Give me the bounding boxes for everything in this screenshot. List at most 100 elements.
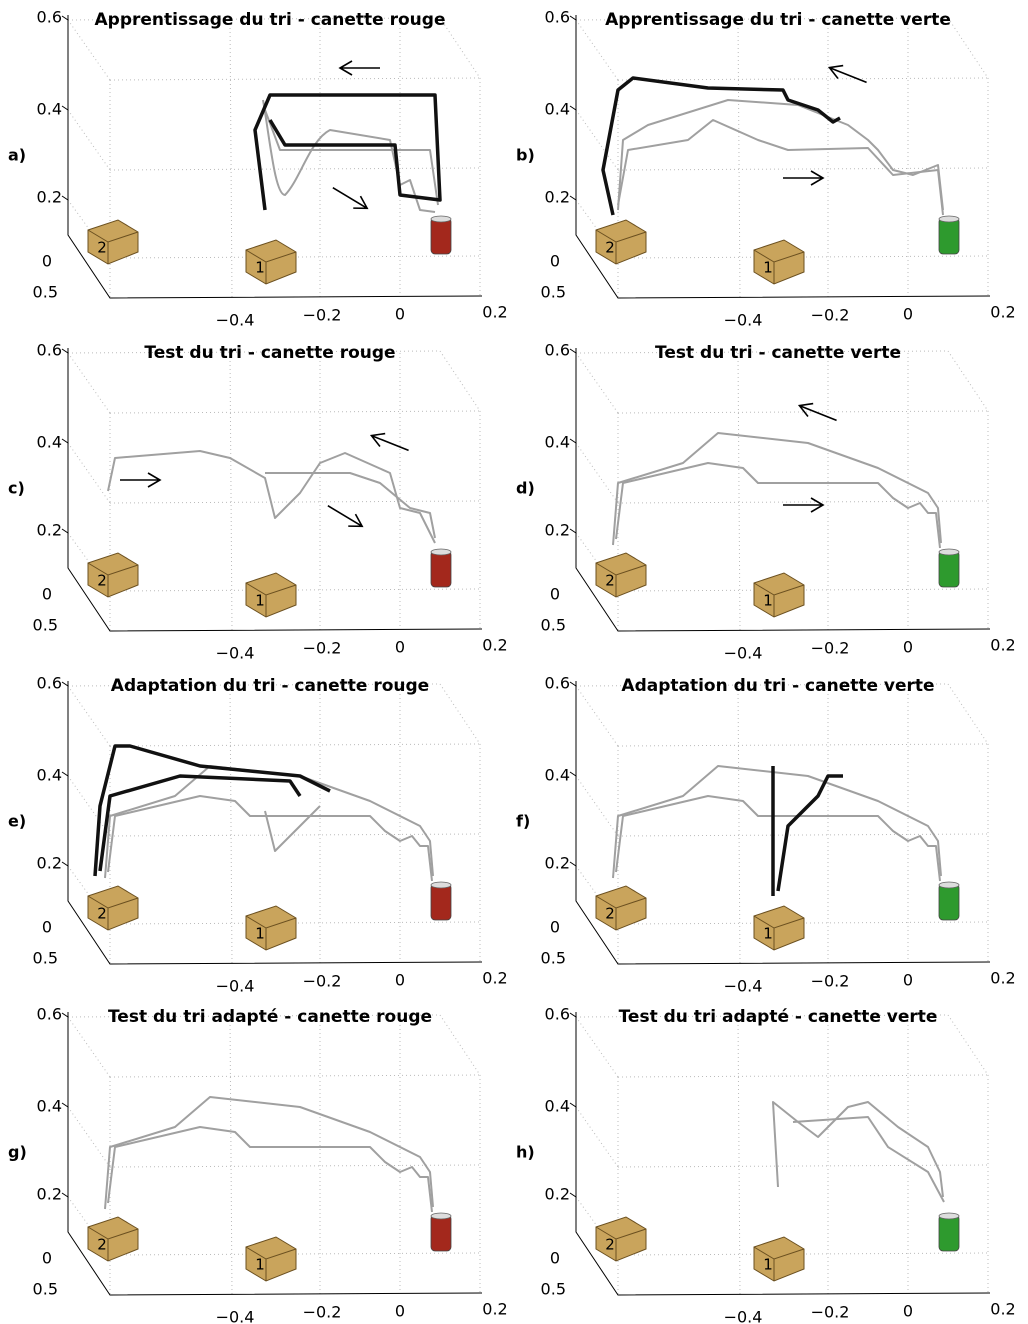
x-tick-label: 0 bbox=[395, 971, 405, 990]
tick bbox=[569, 771, 577, 777]
grid-line bbox=[67, 775, 111, 837]
z-tick-label: 0.4 bbox=[545, 1097, 570, 1116]
trajectory bbox=[104, 1096, 434, 1210]
z-tick-label: 0.6 bbox=[37, 1005, 62, 1024]
tick bbox=[569, 681, 577, 687]
trajectory bbox=[264, 805, 321, 852]
box-label: 2 bbox=[605, 1236, 615, 1254]
z-tick-label: 0.6 bbox=[37, 8, 62, 27]
z-tick-label: 0.2 bbox=[37, 1185, 62, 1204]
trajectory bbox=[107, 1126, 433, 1213]
tick bbox=[61, 348, 69, 354]
z-tick-label: 0.4 bbox=[545, 766, 570, 785]
arrow bbox=[827, 64, 867, 84]
x-tick-label: 0.2 bbox=[990, 303, 1015, 322]
box-flap bbox=[87, 562, 139, 597]
y-tick-label: 0 bbox=[42, 1249, 52, 1268]
tick bbox=[61, 771, 69, 777]
panel-title: Adaptation du tri - canette rouge bbox=[111, 676, 429, 696]
x-tick-label: 0.2 bbox=[990, 969, 1015, 988]
grid-line bbox=[67, 19, 111, 81]
tick bbox=[569, 1102, 577, 1108]
trajectory-learning bbox=[776, 774, 843, 892]
grid-line bbox=[617, 743, 989, 747]
grid-line bbox=[617, 255, 989, 259]
can-top bbox=[938, 1212, 960, 1220]
x-tick-label: −0.2 bbox=[303, 972, 342, 991]
tick bbox=[569, 1192, 577, 1198]
x-tick-label: −0.2 bbox=[811, 306, 850, 325]
grid-line bbox=[439, 1014, 481, 1076]
box bbox=[87, 885, 139, 931]
y-tick-label: 0.5 bbox=[541, 283, 566, 302]
panel: Test du tri adapté - canette verte h) 0.6 0… bbox=[516, 1005, 1016, 1324]
box-flap bbox=[595, 1226, 647, 1261]
can-top bbox=[430, 548, 452, 556]
z-tick-label: 0.2 bbox=[545, 854, 570, 873]
grid-line bbox=[947, 1014, 989, 1076]
panel-letter: f) bbox=[516, 812, 530, 831]
y-tick-label: 0.5 bbox=[33, 283, 58, 302]
tick bbox=[569, 15, 577, 21]
panel-letter: h) bbox=[516, 1143, 535, 1162]
grid-line bbox=[109, 500, 481, 504]
panel: Adaptation du tri - canette verte f) 0.6 0.… bbox=[516, 674, 1016, 996]
axes bbox=[67, 15, 483, 299]
x-tick-label: −0.2 bbox=[303, 1303, 342, 1322]
axes bbox=[575, 348, 991, 632]
y-tick-label: 0 bbox=[550, 252, 560, 271]
grid-line bbox=[737, 19, 741, 299]
grid-line bbox=[617, 1164, 989, 1168]
box bbox=[87, 219, 139, 265]
panel-letter: a) bbox=[8, 146, 26, 165]
panel-title: Test du tri - canette verte bbox=[655, 343, 901, 363]
box bbox=[753, 239, 805, 285]
z-tick-label: 0.2 bbox=[37, 521, 62, 540]
can-top bbox=[938, 548, 960, 556]
grid-line bbox=[67, 685, 111, 747]
grid-line bbox=[617, 410, 989, 414]
x-tick-label: −0.4 bbox=[216, 644, 255, 663]
grid-line bbox=[617, 1252, 989, 1256]
grid-line bbox=[109, 410, 481, 414]
x-tick-label: 0 bbox=[903, 305, 913, 324]
tick bbox=[61, 195, 69, 201]
can-top bbox=[430, 1212, 452, 1220]
panel-letter: e) bbox=[8, 812, 26, 831]
panel-letter: d) bbox=[516, 479, 535, 498]
x-tick-label: 0.2 bbox=[482, 303, 507, 322]
grid-line bbox=[439, 350, 481, 412]
trajectory-learning bbox=[601, 76, 841, 216]
box-flap bbox=[595, 229, 647, 264]
box-flap bbox=[753, 915, 805, 950]
box-label: 1 bbox=[763, 1256, 773, 1274]
x-tick-label: −0.4 bbox=[724, 311, 763, 330]
can-top bbox=[430, 881, 452, 889]
grid-line bbox=[229, 685, 233, 965]
y-tick-label: 0.5 bbox=[33, 616, 58, 635]
tick bbox=[569, 1012, 577, 1018]
arrow bbox=[120, 472, 162, 488]
can bbox=[938, 550, 960, 588]
grid-line bbox=[947, 683, 989, 745]
box bbox=[595, 1216, 647, 1262]
grid-line bbox=[575, 1016, 619, 1078]
tick bbox=[569, 438, 577, 444]
tick bbox=[61, 105, 69, 111]
grid-line bbox=[737, 1016, 741, 1296]
grid-line bbox=[617, 588, 989, 592]
axes bbox=[67, 681, 483, 965]
panel-title: Adaptation du tri - canette verte bbox=[621, 676, 934, 696]
grid-line bbox=[947, 17, 989, 79]
box bbox=[87, 552, 139, 598]
grid-line bbox=[617, 921, 989, 925]
grid-line bbox=[67, 1106, 111, 1168]
grid-line bbox=[617, 833, 989, 837]
grid-line bbox=[575, 19, 619, 81]
z-tick-label: 0.6 bbox=[37, 341, 62, 360]
box-flap bbox=[87, 229, 139, 264]
box-flap bbox=[595, 895, 647, 930]
trajectory bbox=[262, 99, 436, 213]
x-tick-label: 0 bbox=[903, 638, 913, 657]
z-tick-label: 0.2 bbox=[37, 188, 62, 207]
